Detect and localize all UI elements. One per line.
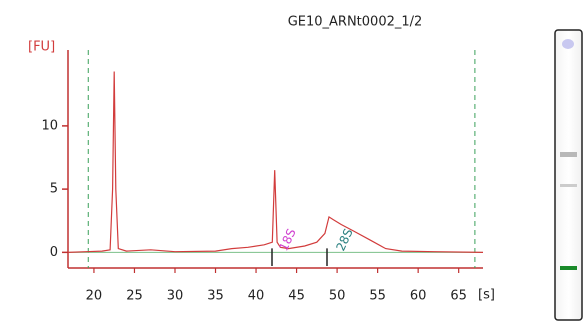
x-tick-label: 55: [369, 289, 386, 304]
band: [560, 152, 577, 157]
x-tick-label: 65: [450, 289, 467, 304]
band: [560, 184, 577, 187]
gel-lane: [555, 30, 582, 320]
lane-frame: [555, 30, 582, 320]
lane-dot: [562, 39, 574, 49]
x-axis-label: [s]: [478, 288, 495, 303]
x-tick-label: 25: [126, 289, 143, 304]
x-tick-label: 35: [207, 289, 224, 304]
x-tick-label: 40: [248, 289, 265, 304]
x-tick-label: 60: [410, 289, 427, 304]
x-tick-label: 50: [329, 289, 346, 304]
band: [560, 266, 577, 270]
peak-label: 18S: [276, 226, 298, 253]
x-tick-label: 30: [167, 289, 184, 304]
chart: GE10_ARNt0002_1/2 [FU] [s] 0 5 10 20 25 30 35 4…: [0, 0, 586, 327]
trace: [68, 72, 483, 253]
y-axis-label: [FU]: [28, 40, 55, 55]
x-tick-label: 20: [86, 289, 103, 304]
y-tick-label: 5: [50, 182, 58, 197]
y-tick-label: 0: [50, 245, 58, 260]
chart-title: GE10_ARNt0002_1/2: [288, 15, 423, 30]
x-tick-label: 45: [288, 289, 305, 304]
y-tick-label: 10: [41, 118, 58, 133]
